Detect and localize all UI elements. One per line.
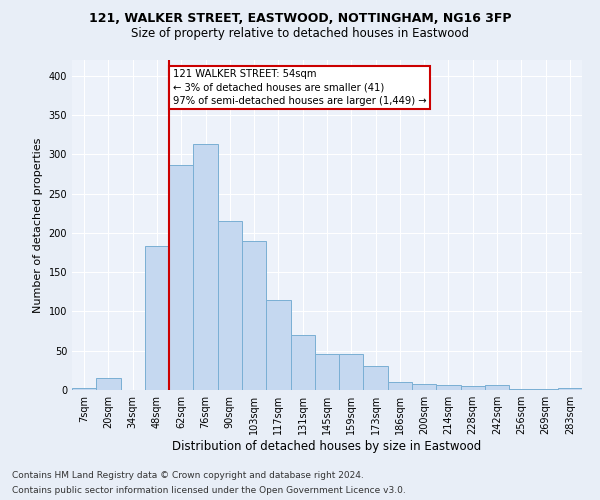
Text: 121 WALKER STREET: 54sqm
← 3% of detached houses are smaller (41)
97% of semi-de: 121 WALKER STREET: 54sqm ← 3% of detache…: [173, 70, 427, 106]
Bar: [266, 300, 290, 390]
Text: Contains public sector information licensed under the Open Government Licence v3: Contains public sector information licen…: [12, 486, 406, 495]
Bar: [218, 221, 242, 390]
Bar: [461, 386, 485, 390]
Bar: [96, 378, 121, 390]
Bar: [315, 354, 339, 390]
Bar: [364, 366, 388, 390]
Bar: [509, 389, 533, 390]
Bar: [290, 335, 315, 390]
Bar: [558, 388, 582, 390]
Bar: [169, 166, 193, 390]
Bar: [533, 389, 558, 390]
Bar: [193, 144, 218, 390]
X-axis label: Distribution of detached houses by size in Eastwood: Distribution of detached houses by size …: [172, 440, 482, 453]
Text: 121, WALKER STREET, EASTWOOD, NOTTINGHAM, NG16 3FP: 121, WALKER STREET, EASTWOOD, NOTTINGHAM…: [89, 12, 511, 26]
Bar: [72, 388, 96, 390]
Bar: [388, 382, 412, 390]
Bar: [436, 386, 461, 390]
Text: Size of property relative to detached houses in Eastwood: Size of property relative to detached ho…: [131, 28, 469, 40]
Text: Contains HM Land Registry data © Crown copyright and database right 2024.: Contains HM Land Registry data © Crown c…: [12, 471, 364, 480]
Bar: [485, 386, 509, 390]
Bar: [145, 246, 169, 390]
Bar: [412, 384, 436, 390]
Bar: [242, 240, 266, 390]
Bar: [339, 354, 364, 390]
Y-axis label: Number of detached properties: Number of detached properties: [33, 138, 43, 312]
